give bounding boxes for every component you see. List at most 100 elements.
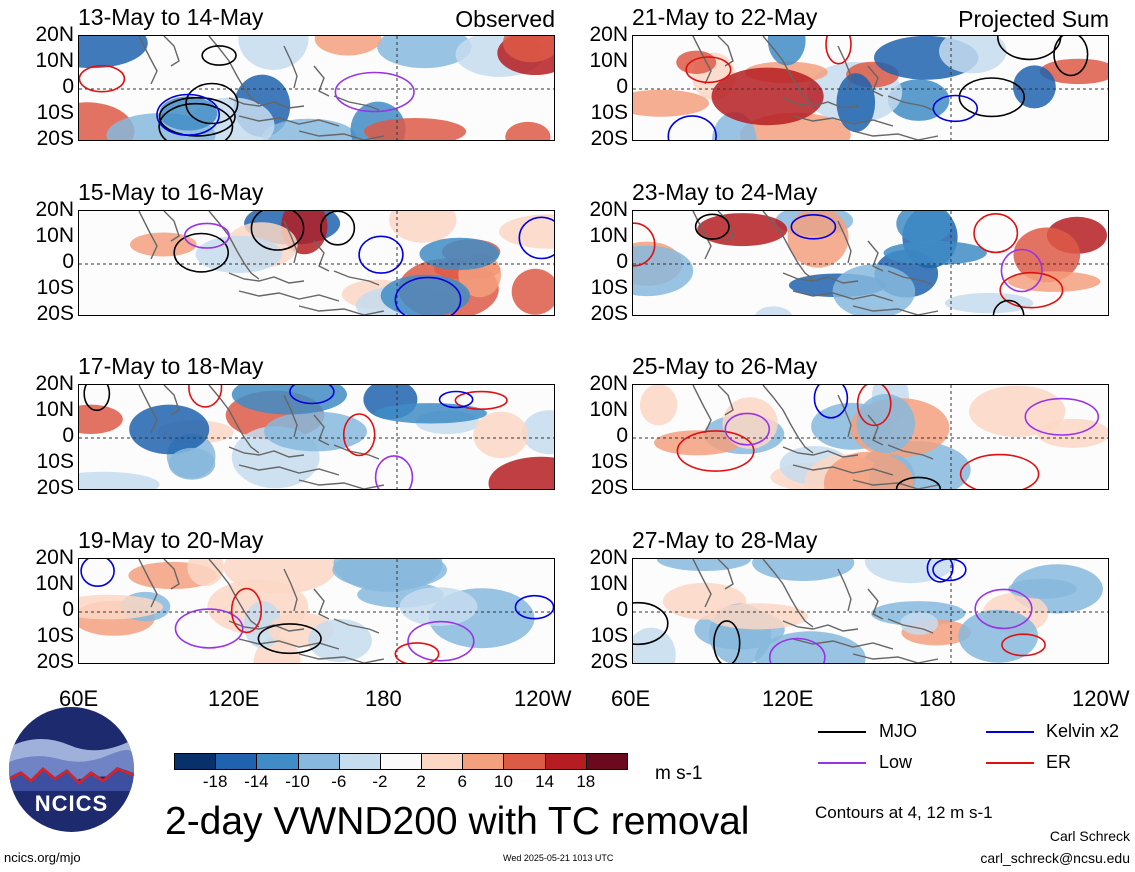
map-canvas	[632, 210, 1109, 316]
panel-title: 27-May to 28-May	[632, 527, 818, 553]
colorbar-tick-label: -14	[244, 772, 269, 791]
er-contour	[999, 271, 1064, 309]
lat-label: 20N	[589, 546, 628, 569]
colorbar-tick-label: -18	[202, 772, 228, 791]
er-contour	[973, 213, 1019, 254]
er-contour	[230, 587, 263, 634]
lon-label-180-right: 180	[919, 686, 956, 711]
low-contour	[183, 222, 230, 249]
kelvin-contour	[438, 390, 474, 409]
negative-anomaly-shading	[752, 559, 855, 581]
positive-anomaly-shading	[79, 404, 123, 434]
lat-label: 20N	[35, 372, 74, 395]
lat-label: 20S	[590, 302, 628, 325]
coastline	[692, 36, 939, 140]
colorbar-tick-label: -10	[285, 772, 310, 791]
panel-title: 23-May to 24-May	[632, 179, 818, 205]
negative-anomaly-shading	[238, 36, 309, 70]
colorbar-tick-label: 14	[535, 772, 555, 791]
colorbar-tick-label: -2	[372, 772, 388, 791]
er-contour	[79, 64, 126, 93]
lat-label: 10S	[36, 624, 74, 647]
positive-anomaly-shading	[697, 213, 788, 247]
er-contour	[454, 390, 508, 410]
lat-label: 0	[62, 250, 74, 273]
lon-label-120w-right: 120W	[1072, 686, 1130, 711]
negative-anomaly-shading	[656, 559, 751, 571]
coastline	[138, 559, 385, 663]
er-contour	[188, 385, 223, 408]
negative-anomaly-shading	[864, 559, 956, 584]
lat-label: 10N	[589, 398, 628, 421]
lat-label: 0	[62, 424, 74, 447]
mjo-contour	[633, 601, 669, 646]
lat-label: 20S	[590, 650, 628, 673]
negative-anomaly-shading	[755, 631, 866, 663]
negative-anomaly-shading	[856, 394, 915, 453]
kelvin-contour	[514, 594, 554, 620]
positive-anomaly-shading	[505, 121, 551, 140]
lat-label: 20S	[590, 476, 628, 499]
negative-anomaly-shading	[79, 471, 160, 489]
low-contour	[407, 620, 475, 662]
source-url: ncics.org/mjo	[4, 850, 81, 865]
colorbar-swatch	[338, 753, 381, 770]
mjo-contour	[158, 102, 234, 140]
lat-label: 20N	[35, 23, 74, 46]
legend-label-er: ER	[1046, 752, 1072, 772]
legend-line-kelvin	[986, 731, 1034, 733]
lat-label: 10S	[36, 276, 74, 299]
lat-label: 20N	[589, 372, 628, 395]
author-name: Carl Schreck	[1049, 828, 1130, 844]
lon-label-120e-right: 120E	[762, 686, 814, 711]
lat-label: 10S	[590, 624, 628, 647]
negative-anomaly-shading	[419, 237, 500, 271]
positive-anomaly-shading	[389, 211, 457, 243]
lat-label: 20S	[36, 302, 74, 325]
lat-label: 10N	[589, 49, 628, 72]
lat-label: 20N	[589, 198, 628, 221]
mjo-contour	[895, 476, 941, 489]
coastline	[138, 385, 385, 489]
low-contour	[374, 455, 414, 489]
er-contour	[394, 642, 440, 663]
lat-label: 0	[616, 250, 628, 273]
er-contour	[676, 430, 755, 472]
coastline	[692, 559, 939, 663]
positive-anomaly-shading	[499, 214, 554, 249]
mjo-contour	[257, 623, 322, 655]
legend-label-low: Low	[879, 752, 913, 772]
negative-anomaly-shading	[374, 403, 488, 424]
ncics-logo: NCICS	[9, 707, 134, 832]
negative-anomaly-shading	[958, 609, 1038, 663]
lat-label: 10N	[589, 224, 628, 247]
positive-anomaly-shading	[473, 411, 529, 459]
negative-anomaly-shading	[264, 411, 367, 452]
negative-anomaly-shading	[755, 306, 792, 315]
positive-anomaly-shading	[511, 268, 554, 315]
lat-label: 0	[616, 424, 628, 447]
kelvin-contour	[289, 385, 335, 405]
negative-anomaly-shading	[633, 245, 694, 297]
colorbar-swatch	[379, 753, 423, 770]
kelvin-contour	[790, 214, 837, 240]
figure-title: 2-day VWND200 with TC removal	[165, 800, 750, 843]
map-canvas	[632, 558, 1109, 664]
mjo-contour	[694, 213, 730, 240]
colorbar-swatch	[256, 753, 299, 770]
legend-line-mjo	[818, 731, 866, 733]
positive-anomaly-shading	[488, 456, 554, 489]
negative-anomaly-shading	[832, 264, 916, 315]
colorbar-swatch	[174, 753, 217, 770]
low-contour	[1024, 397, 1100, 436]
legend-label-mjo: MJO	[879, 721, 917, 741]
positive-anomaly-shading	[711, 67, 824, 126]
negative-anomaly-shading	[939, 36, 1007, 74]
lat-label: 10S	[590, 450, 628, 473]
negative-anomaly-shading	[308, 619, 372, 662]
positive-anomaly-shading	[223, 559, 337, 594]
lat-label: 20S	[36, 650, 74, 673]
positive-anomaly-shading	[1008, 271, 1101, 292]
panel-tag: Observed	[455, 6, 555, 32]
positive-anomaly-shading	[363, 118, 467, 140]
